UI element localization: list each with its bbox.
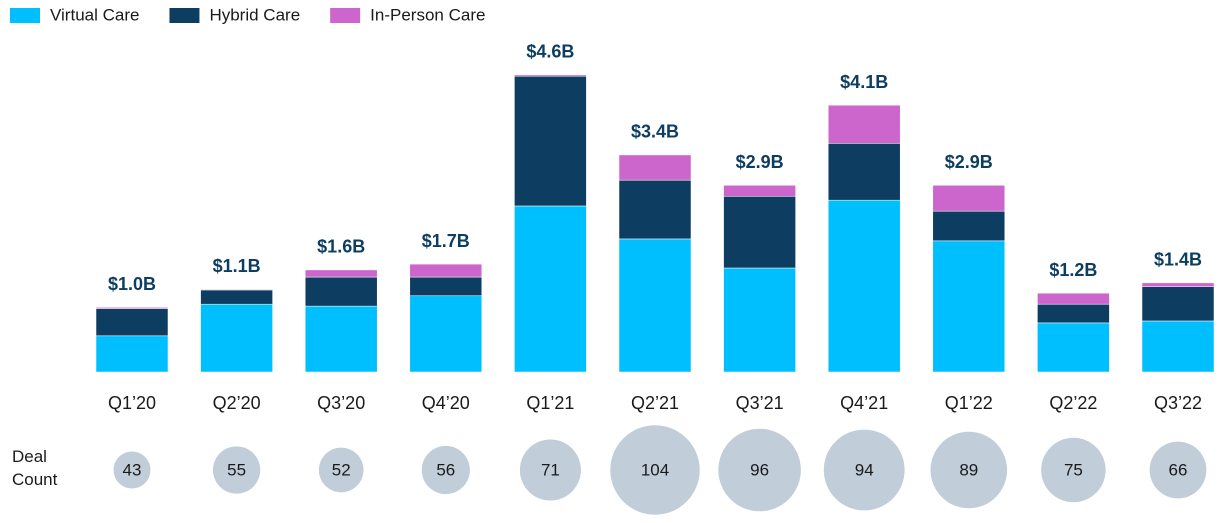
deal-count: 55 bbox=[227, 460, 246, 479]
x-tick-label: Q2’21 bbox=[631, 393, 679, 413]
legend-swatch bbox=[10, 8, 40, 23]
deal-count-title: Deal Count bbox=[12, 447, 58, 489]
legend-swatch bbox=[330, 8, 361, 23]
bar-segment bbox=[723, 267, 796, 373]
total-label: $1.1B bbox=[213, 256, 261, 276]
deal-count: 96 bbox=[750, 460, 769, 479]
deal-count: 75 bbox=[1064, 460, 1083, 479]
legend-swatch bbox=[169, 8, 200, 23]
deal-count: 43 bbox=[123, 460, 142, 479]
bar-segment bbox=[409, 276, 483, 297]
x-tick-label: Q1’20 bbox=[108, 393, 156, 413]
bar-segment bbox=[618, 238, 692, 373]
deal-bubble bbox=[823, 429, 905, 511]
deal-count: 104 bbox=[641, 460, 669, 479]
x-tick-label: Q3’20 bbox=[317, 393, 365, 413]
x-tick-label: Q1’21 bbox=[526, 393, 574, 413]
total-label: $1.2B bbox=[1049, 260, 1097, 280]
deal-count: 89 bbox=[959, 460, 978, 479]
total-label: $1.0B bbox=[108, 274, 156, 294]
bar-segment bbox=[95, 307, 169, 309]
deal-bubble bbox=[718, 428, 801, 512]
legend-label: Hybrid Care bbox=[209, 5, 300, 24]
x-tick-label: Q2’22 bbox=[1049, 393, 1097, 413]
x-tick-label: Q1’22 bbox=[945, 393, 993, 413]
bar-segment bbox=[618, 154, 692, 181]
deal-bubble bbox=[318, 447, 364, 493]
total-label: $1.6B bbox=[317, 237, 365, 257]
bar-segment bbox=[200, 289, 273, 291]
bar-segment bbox=[1141, 320, 1215, 373]
total-label: $4.1B bbox=[840, 72, 888, 92]
bar-segment bbox=[514, 205, 587, 373]
deal-bubble bbox=[113, 451, 151, 489]
x-tick-label: Q2’20 bbox=[213, 393, 261, 413]
bar-segment bbox=[200, 289, 273, 305]
deal-count: 66 bbox=[1169, 460, 1188, 479]
bar-segment bbox=[1037, 292, 1110, 305]
total-label: $1.4B bbox=[1154, 250, 1202, 270]
deal-count: 56 bbox=[436, 460, 455, 479]
deal-bubble bbox=[519, 439, 581, 501]
bar-segment bbox=[1037, 322, 1110, 373]
bar-segment bbox=[827, 199, 901, 373]
deal-bubble bbox=[1149, 441, 1207, 499]
bar-segment bbox=[304, 276, 378, 307]
bar-segment bbox=[1037, 303, 1110, 324]
deal-bubble bbox=[1041, 437, 1106, 503]
x-tick-label: Q3’21 bbox=[736, 393, 784, 413]
bar-segment bbox=[1141, 286, 1215, 322]
total-label: $3.4B bbox=[631, 122, 679, 142]
total-label: $1.7B bbox=[422, 231, 470, 251]
total-label: $2.9B bbox=[945, 152, 993, 172]
legend-label: In-Person Care bbox=[370, 5, 485, 24]
total-label: $2.9B bbox=[736, 152, 784, 172]
bar-segment bbox=[932, 185, 1006, 212]
bar-segment bbox=[827, 143, 901, 201]
bar-segment bbox=[514, 74, 587, 77]
deal-count: 94 bbox=[855, 460, 874, 479]
deal-bubble bbox=[212, 446, 261, 494]
bar-segment bbox=[409, 263, 483, 278]
bar-segment bbox=[514, 75, 587, 207]
x-tick-label: Q4’20 bbox=[422, 393, 470, 413]
bar-segment bbox=[95, 335, 169, 373]
bar-segment bbox=[200, 303, 273, 373]
bar-segment bbox=[304, 305, 378, 373]
bar-segment bbox=[95, 308, 169, 337]
deal-bubble bbox=[930, 431, 1008, 509]
deal-count: 71 bbox=[541, 460, 560, 479]
bar-segment bbox=[932, 240, 1006, 373]
bar-segment bbox=[723, 196, 796, 269]
deal-bubble bbox=[610, 425, 700, 515]
x-tick-label: Q4’21 bbox=[840, 393, 888, 413]
legend-label: Virtual Care bbox=[50, 5, 139, 24]
bar-segment bbox=[409, 295, 483, 373]
bar-segment bbox=[304, 269, 378, 278]
bar-segment bbox=[827, 104, 901, 144]
total-label: $4.6B bbox=[526, 42, 574, 62]
deal-bubble bbox=[421, 445, 470, 495]
x-tick-label: Q3’22 bbox=[1154, 393, 1202, 413]
deal-count-label: Deal bbox=[12, 447, 47, 466]
deal-count-label-line: Count bbox=[12, 470, 58, 489]
deal-count: 52 bbox=[332, 460, 351, 479]
bar-segment bbox=[1141, 282, 1215, 287]
bar-segment bbox=[723, 185, 796, 197]
bar-segment bbox=[932, 210, 1006, 242]
bar-segment bbox=[618, 179, 692, 240]
